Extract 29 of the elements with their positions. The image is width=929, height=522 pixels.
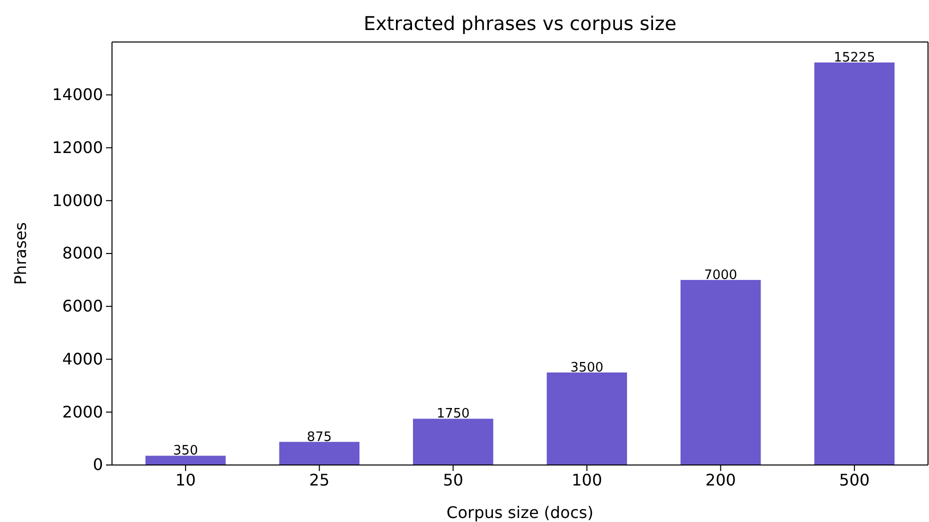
x-tick-label: 500 xyxy=(839,470,870,490)
x-axis-title: Corpus size (docs) xyxy=(446,503,594,522)
y-axis-title: Phrases xyxy=(11,222,30,285)
bar xyxy=(412,418,494,465)
data-label: 875 xyxy=(306,430,332,445)
data-label: 350 xyxy=(173,444,198,459)
data-label: 15225 xyxy=(834,50,876,66)
y-tick-label: 2000 xyxy=(62,402,103,422)
bar xyxy=(145,456,226,465)
y-tick-label: 0 xyxy=(92,455,103,474)
x-tick-label: 100 xyxy=(572,470,602,490)
y-tick-label: 12000 xyxy=(52,138,103,157)
y-tick-label: 14000 xyxy=(52,84,103,104)
x-tick-label: 25 xyxy=(309,470,330,490)
x-tick-label: 200 xyxy=(705,470,736,490)
y-tick-label: 8000 xyxy=(62,244,103,263)
bar xyxy=(680,280,761,465)
data-label: 7000 xyxy=(704,268,738,283)
chart-title: Extracted phrases vs corpus size xyxy=(364,13,676,35)
bar xyxy=(279,442,360,465)
y-tick-label: 10000 xyxy=(52,190,103,210)
x-tick-label: 10 xyxy=(175,470,196,490)
bar xyxy=(546,372,628,465)
y-tick-label: 4000 xyxy=(62,349,103,368)
data-label: 3500 xyxy=(570,360,604,376)
y-tick-label: 6000 xyxy=(62,296,103,316)
bar xyxy=(814,62,895,465)
data-label: 1750 xyxy=(436,406,470,422)
x-tick-label: 50 xyxy=(442,470,464,490)
